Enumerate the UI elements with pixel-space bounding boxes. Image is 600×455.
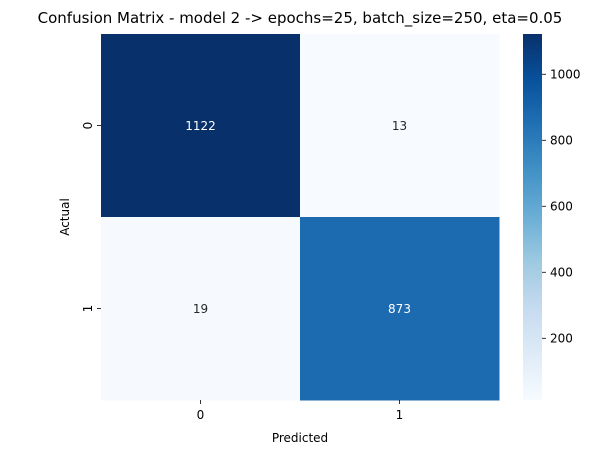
heatmap-cells [101, 34, 500, 401]
y-tick-label: 1 [81, 305, 95, 313]
chart-title: Confusion Matrix - model 2 -> epochs=25,… [38, 9, 563, 28]
y-axis-label: Actual [58, 198, 72, 236]
cell-value-label: 873 [388, 302, 411, 316]
colorbar-tick-label: 200 [550, 332, 573, 346]
colorbar-ticks: 200 400 600 800 1000 [542, 68, 581, 346]
x-axis-label: Predicted [272, 431, 328, 445]
cell-value-label: 19 [193, 302, 208, 316]
colorbar-tick-label: 1000 [550, 68, 581, 82]
y-axis-ticks: 01 [81, 122, 101, 313]
y-tick-label: 0 [81, 122, 95, 130]
colorbar-tick-label: 600 [550, 200, 573, 214]
x-tick-label: 0 [197, 408, 205, 422]
cell-value-label: 1122 [185, 119, 216, 133]
heatmap-cell [101, 34, 301, 218]
cell-annotations: 1122 13 19 873 [185, 119, 411, 316]
colorbar-tick-label: 400 [550, 266, 573, 280]
x-tick-label: 1 [396, 408, 404, 422]
heatmap-cell [300, 34, 500, 218]
heatmap-cell [300, 217, 500, 401]
colorbar-tick-label: 800 [550, 134, 573, 148]
heatmap-cell [101, 217, 301, 401]
colorbar [523, 34, 542, 400]
cell-value-label: 13 [392, 119, 407, 133]
